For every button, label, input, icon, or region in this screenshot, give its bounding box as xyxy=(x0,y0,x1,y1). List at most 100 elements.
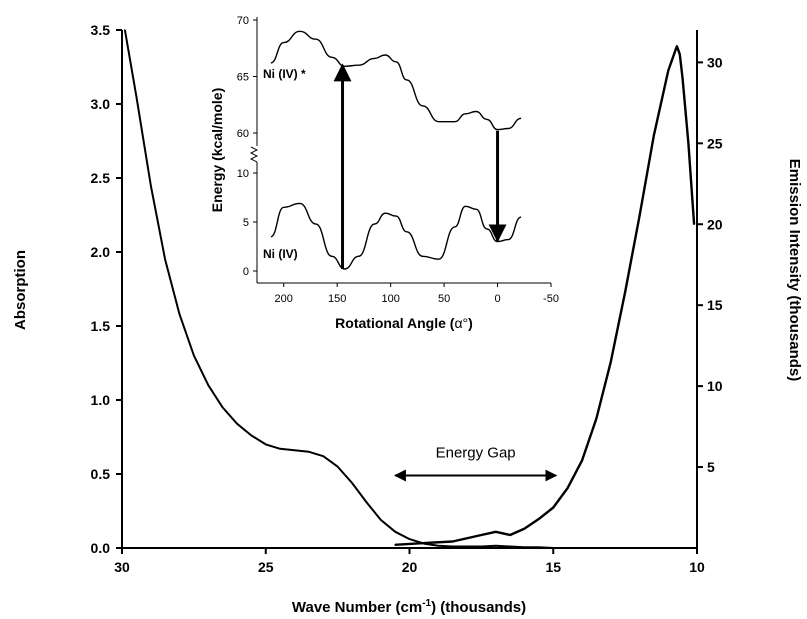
series-point xyxy=(380,519,382,521)
left-tick-label: 2.5 xyxy=(91,170,111,186)
series-point xyxy=(538,546,540,549)
inset-x-tick-label: 100 xyxy=(381,293,399,305)
right-tick-label: 5 xyxy=(707,459,715,475)
right-tick-label: 25 xyxy=(707,135,723,151)
left-tick-label: 3.5 xyxy=(91,22,111,38)
right-y-axis-label: Emission Intensity (thousands) xyxy=(786,159,803,382)
series-point xyxy=(552,506,555,509)
series-point xyxy=(552,547,555,549)
inset-y-tick-label: 65 xyxy=(237,72,249,84)
series-point xyxy=(681,77,684,80)
left-tick-label: 1.5 xyxy=(91,318,111,334)
series-point xyxy=(509,534,511,536)
series-point xyxy=(610,361,612,363)
energy-gap-annotation: Energy Gap xyxy=(393,444,558,482)
series-point xyxy=(581,459,583,462)
series-point xyxy=(638,215,641,217)
series-point xyxy=(509,545,511,548)
energy-gap-label: Energy Gap xyxy=(436,444,516,461)
right-tick-label: 10 xyxy=(707,378,723,394)
series-point xyxy=(687,142,690,145)
series-point xyxy=(135,95,138,98)
inset-transition-arrows xyxy=(333,63,507,270)
inset-x-tick-label: -50 xyxy=(543,293,559,305)
series-point xyxy=(451,545,454,548)
series-point xyxy=(322,455,325,458)
x-tick-label: 15 xyxy=(545,559,561,575)
series-point xyxy=(437,545,440,547)
series-point xyxy=(480,545,483,548)
x-tick-label: 10 xyxy=(689,559,705,575)
right-tick-label: 15 xyxy=(707,297,723,313)
series-point xyxy=(495,545,497,547)
x-axis-label-main: Wave Number (cm xyxy=(292,599,422,616)
x-tick-label: 30 xyxy=(114,559,130,575)
x-tick-label: 25 xyxy=(258,559,274,575)
series-point xyxy=(451,540,454,543)
inset-y-axis-label: Energy (kcal/mole) xyxy=(209,88,225,213)
series-point xyxy=(308,451,310,453)
series-point xyxy=(673,53,675,56)
series-point xyxy=(351,482,353,484)
series-point xyxy=(693,223,695,226)
series-point xyxy=(595,417,598,420)
inset-x-axis-label-tail: ) xyxy=(468,315,473,331)
x-axis-label-tail: ) (thousands) xyxy=(431,599,526,616)
inset-series-group: Ni (IV) * Ni (IV) xyxy=(263,30,522,270)
inset-x-ticks: 200 150 100 50 0 -50 xyxy=(275,283,559,305)
inset-y-tick-label: 5 xyxy=(243,217,249,229)
inset-y-tick-label: 60 xyxy=(237,128,249,140)
series-point xyxy=(523,546,526,549)
inset-x-tick-label: 0 xyxy=(494,293,500,305)
left-tick-label: 3.0 xyxy=(91,96,111,112)
series-point xyxy=(480,534,483,536)
series-point xyxy=(679,53,681,56)
series-point xyxy=(365,501,368,503)
series-point xyxy=(566,487,569,489)
left-axis-ticks: 0.0 0.5 1.0 1.5 2.0 2.5 3.0 3.5 xyxy=(91,22,122,556)
x-axis-label: Wave Number (cm-1) (thousands) xyxy=(292,598,526,616)
ground-state-curve xyxy=(270,202,522,270)
x-axis-ticks: 30 25 20 15 10 xyxy=(114,548,705,575)
ground-state-label: Ni (IV) xyxy=(263,247,298,261)
left-tick-label: 2.0 xyxy=(91,244,111,260)
series-point xyxy=(423,542,425,544)
series-point xyxy=(164,258,166,261)
inset-x-axis-label-main: Rotational Angle ( xyxy=(335,315,455,331)
absorption-series-line xyxy=(123,29,554,549)
series-point xyxy=(676,45,678,47)
series-point xyxy=(124,29,126,31)
series-point xyxy=(667,69,670,72)
inset-x-axis-label: Rotational Angle (α°) xyxy=(335,315,473,331)
series-point xyxy=(207,384,210,387)
series-point xyxy=(466,545,468,548)
series-point xyxy=(408,538,411,540)
inset-y-tick-label: 10 xyxy=(237,168,249,180)
series-point xyxy=(150,184,152,187)
series-point xyxy=(394,544,396,546)
series-point xyxy=(394,530,396,533)
x-axis-label-superscript: -1 xyxy=(422,598,431,609)
series-point xyxy=(250,434,253,437)
series-point xyxy=(236,422,238,425)
right-axis-ticks: 5 10 15 20 25 30 xyxy=(697,54,723,475)
series-point xyxy=(336,465,339,468)
series-point xyxy=(293,449,296,452)
inset-axis-break-mark xyxy=(249,146,259,163)
series-point xyxy=(523,527,526,530)
series-point xyxy=(279,448,281,450)
inset-x-tick-label: 50 xyxy=(438,293,450,305)
right-tick-label: 20 xyxy=(707,216,723,232)
inset-x-tick-label: 150 xyxy=(328,293,346,305)
excited-state-label: Ni (IV) * xyxy=(263,67,306,81)
left-tick-label: 0.5 xyxy=(91,466,111,482)
inset-y-tick-label: 0 xyxy=(243,266,249,278)
inset-x-tick-label: 200 xyxy=(275,293,293,305)
x-tick-label: 20 xyxy=(402,559,418,575)
left-tick-label: 0.0 xyxy=(91,540,111,556)
inset-y-tick-label: 70 xyxy=(237,15,249,27)
series-point xyxy=(193,354,195,357)
left-tick-label: 1.0 xyxy=(91,392,111,408)
